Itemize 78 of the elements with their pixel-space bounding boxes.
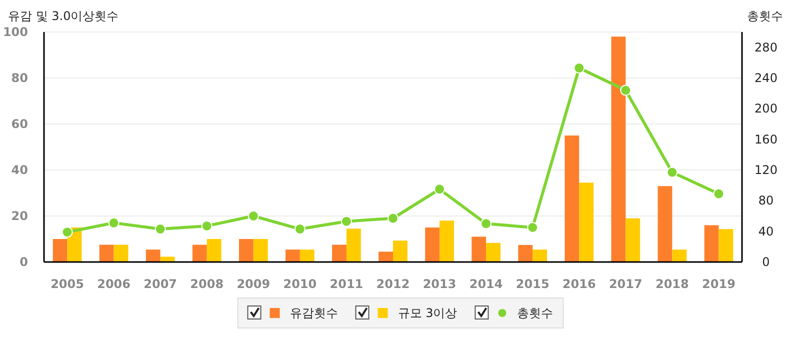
y-tick-label: 60	[11, 117, 28, 131]
bar	[718, 229, 734, 262]
bar	[658, 186, 672, 262]
bar	[114, 244, 128, 262]
x-tick-label: 2019	[702, 277, 736, 291]
bar	[579, 182, 594, 262]
x-tick-label: 2016	[562, 277, 596, 291]
bar	[393, 240, 408, 262]
bar	[346, 228, 361, 262]
bar	[253, 239, 268, 262]
x-tick-label: 2006	[97, 277, 131, 291]
bar	[300, 250, 314, 262]
x-tick-label: 2010	[283, 277, 317, 291]
y-tick-label: 20	[11, 209, 28, 223]
y2-tick-label: 40	[758, 224, 774, 238]
bar	[486, 242, 500, 262]
bar	[238, 239, 254, 262]
point	[388, 212, 398, 224]
bar	[672, 250, 687, 262]
point	[434, 184, 446, 195]
bar	[518, 244, 533, 262]
bar	[440, 220, 454, 262]
y2-tick-label: 160	[754, 132, 778, 146]
point	[201, 220, 212, 232]
point	[713, 188, 724, 200]
point	[248, 210, 259, 222]
point	[108, 217, 120, 228]
bar	[626, 218, 640, 262]
bar	[160, 256, 175, 262]
point	[294, 224, 306, 235]
y-axis-title: 유감 및 3.0이상횟수	[8, 9, 119, 23]
y-tick-label: 0	[20, 255, 28, 269]
bar	[704, 225, 719, 262]
point	[154, 224, 166, 235]
point	[340, 216, 352, 227]
bar	[99, 244, 114, 262]
bar	[472, 236, 486, 262]
y-tick-label: 100	[2, 25, 28, 39]
x-tick-label: 2009	[236, 277, 270, 291]
y2-tick-label: 240	[754, 71, 778, 85]
x-tick-label: 2011	[330, 277, 364, 291]
bar	[564, 136, 580, 262]
point	[480, 218, 492, 230]
x-tick-label: 2015	[516, 277, 550, 291]
bar	[332, 244, 346, 262]
bar	[52, 239, 68, 262]
y2-tick-label: 80	[758, 194, 774, 208]
x-tick-label: 2012	[376, 277, 410, 291]
x-tick-label: 2008	[190, 277, 224, 291]
y2-tick-label: 0	[762, 255, 770, 269]
point	[666, 166, 678, 178]
y-tick-label: 40	[11, 163, 28, 177]
legend-label: 총횟수	[517, 306, 554, 320]
x-tick-label: 2007	[144, 277, 178, 291]
y2-tick-label: 120	[754, 163, 778, 177]
x-tick-label: 2005	[50, 277, 84, 291]
bar	[611, 36, 626, 262]
x-tick-label: 2018	[655, 277, 689, 291]
point	[620, 84, 632, 96]
bar	[206, 239, 222, 262]
bar	[286, 250, 300, 262]
x-tick-label: 2014	[469, 277, 503, 291]
point	[574, 62, 585, 74]
bar	[425, 228, 440, 262]
y2-tick-label: 280	[754, 40, 778, 54]
legend-label: 규모 3이상	[398, 306, 458, 320]
point	[62, 226, 73, 238]
bar	[146, 250, 160, 262]
y-tick-label: 80	[11, 71, 28, 85]
y2-tick-label: 200	[754, 102, 778, 116]
legend-label: 유감횟수	[290, 306, 338, 320]
y2-axis-title: 총횟수	[747, 9, 783, 23]
bar	[532, 250, 548, 262]
x-tick-label: 2013	[422, 277, 456, 291]
point	[527, 222, 538, 233]
bar	[192, 244, 207, 262]
x-tick-label: 2017	[608, 277, 642, 291]
bar	[378, 252, 393, 262]
